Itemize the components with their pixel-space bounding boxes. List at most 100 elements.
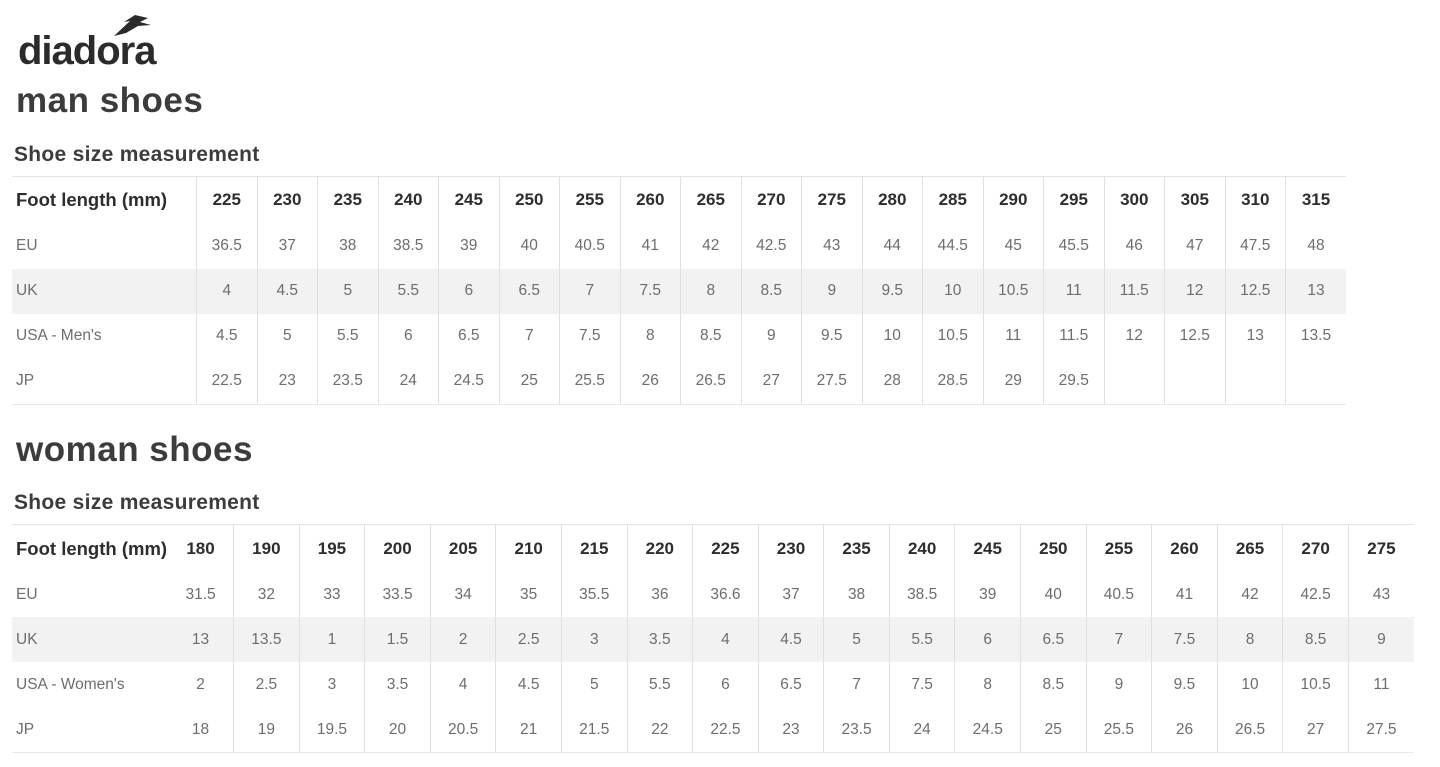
size-cell: 6.5: [498, 268, 560, 314]
size-cell: 4: [429, 662, 496, 708]
size-cell: 40: [498, 223, 560, 269]
column-header: 195: [298, 524, 365, 573]
size-cell: 3: [560, 617, 628, 663]
size-cell: [1285, 358, 1346, 405]
woman-size-table: Foot length (mm) 180 190 195 200 205 210 215 220…: [12, 524, 1414, 754]
size-cell: 38: [823, 572, 890, 618]
size-cell: 9: [1085, 662, 1152, 708]
size-cell: 6.5: [757, 662, 824, 708]
size-cell: 2.5: [495, 617, 562, 663]
column-header: 285: [922, 176, 983, 224]
column-header: 280: [861, 176, 923, 224]
size-cell: 27.5: [801, 358, 862, 405]
size-cell: 36.6: [692, 572, 759, 618]
size-cell: 4.5: [196, 313, 257, 359]
size-cell: 20: [364, 707, 431, 753]
size-cell: 8.5: [680, 313, 741, 359]
foot-length-header: Foot length (mm): [16, 189, 168, 211]
size-cell: 1.5: [364, 617, 431, 663]
size-cell: 5: [560, 662, 628, 708]
size-cell: 5.5: [377, 268, 439, 314]
column-header: 255: [559, 176, 620, 224]
woman-shoes-title: woman shoes: [16, 429, 253, 469]
size-cell: 7: [498, 313, 560, 359]
size-cell: 2: [196, 675, 205, 693]
column-header: 265: [680, 176, 741, 224]
size-cell: 6: [438, 268, 499, 314]
size-cell: 29.5: [1043, 358, 1104, 405]
size-cell: 25.5: [1085, 707, 1152, 753]
table-header-row: Foot length (mm) 180 190 195 200 205 210 215 220…: [12, 524, 1414, 573]
size-cell: 11: [1347, 662, 1414, 708]
size-cell: [1224, 358, 1286, 405]
column-header: 250: [498, 176, 560, 224]
column-header: 230: [757, 524, 824, 573]
size-cell: 23: [757, 707, 824, 753]
size-cell: 8: [680, 268, 741, 314]
diadora-wordmark: diadora: [18, 29, 157, 72]
size-cell: 47: [1164, 223, 1225, 269]
column-header: 245: [954, 524, 1021, 573]
size-cell: 6: [954, 617, 1021, 663]
size-cell: 27: [740, 358, 802, 405]
size-cell: 6: [692, 662, 759, 708]
size-cell: 45: [982, 223, 1044, 269]
table-row: USA - Women's 2 2.5 3 3.5 4 4.5 5 5.5 6 6.5 7 7.5 8 8.…: [12, 662, 1414, 708]
size-cell: 7.5: [1151, 617, 1218, 663]
size-cell: 37: [757, 572, 824, 618]
size-cell: 35.5: [560, 572, 628, 618]
size-cell: 7: [823, 662, 890, 708]
size-cell: 4: [692, 617, 759, 663]
size-cell: 6: [377, 313, 439, 359]
size-cell: 26.5: [1216, 707, 1283, 753]
size-cell: 32: [233, 572, 300, 618]
size-cell: 7.5: [559, 313, 620, 359]
table-row: USA - Men's 4.5 5 5.5 6 6.5 7 7.5 8 8.5 9 9.5 10 10.5…: [12, 313, 1346, 359]
table-row: UK 13 13.5 1 1.5 2 2.5 3 3.5 4 4.5 5 5.5 6 6.5 7 7.5 8 8.5…: [12, 617, 1414, 663]
size-cell: 8.5: [1282, 617, 1349, 663]
table-row: EU 36.5 37 38 38.5 39 40 40.5 41 42 42.5 43 44 44.5 45…: [12, 223, 1346, 269]
row-label: EU: [16, 237, 38, 255]
size-cell: 12.5: [1164, 313, 1225, 359]
size-cell: 28.5: [922, 358, 983, 405]
size-cell: 23.5: [823, 707, 890, 753]
size-cell: 13.5: [233, 617, 300, 663]
size-cell: 34: [429, 572, 496, 618]
size-cell: 40.5: [559, 223, 620, 269]
size-cell: 38.5: [888, 572, 955, 618]
size-cell: 13: [1224, 313, 1286, 359]
size-cell: 6.5: [1020, 617, 1087, 663]
size-cell: 46: [1103, 223, 1165, 269]
column-header: 260: [619, 176, 681, 224]
diadora-logo: diadora: [18, 14, 188, 72]
column-header: 190: [233, 524, 300, 573]
column-header: 290: [982, 176, 1044, 224]
foot-length-header: Foot length (mm): [16, 537, 168, 559]
size-cell: 11.5: [1103, 268, 1165, 314]
size-cell: 5.5: [626, 662, 693, 708]
size-cell: 8.5: [740, 268, 802, 314]
size-cell: 3.5: [364, 662, 431, 708]
column-header: 205: [429, 524, 496, 573]
size-cell: 11: [982, 313, 1044, 359]
man-size-table: Foot length (mm) 225 230 235 240 245 250 255 260…: [12, 175, 1346, 405]
size-cell: 41: [619, 223, 681, 269]
size-cell: 10.5: [1282, 662, 1349, 708]
size-cell: 4.5: [757, 617, 824, 663]
size-cell: 5.5: [317, 313, 378, 359]
man-shoes-subtitle: Shoe size measurement: [14, 142, 260, 166]
size-cell: 4.5: [495, 662, 562, 708]
size-cell: 10: [1216, 662, 1283, 708]
column-header: 275: [801, 176, 862, 224]
column-header: 200: [364, 524, 431, 573]
size-cell: 25: [498, 358, 560, 405]
column-header: 250: [1020, 524, 1087, 573]
swallow-mark-icon: [114, 15, 151, 36]
size-cell: 43: [1347, 572, 1414, 618]
size-cell: 42: [680, 223, 741, 269]
man-shoes-title: man shoes: [16, 81, 204, 120]
size-cell: 26.5: [680, 358, 741, 405]
size-cell: 9: [801, 268, 862, 314]
size-cell: 20.5: [429, 707, 496, 753]
size-cell: 22.5: [692, 707, 759, 753]
